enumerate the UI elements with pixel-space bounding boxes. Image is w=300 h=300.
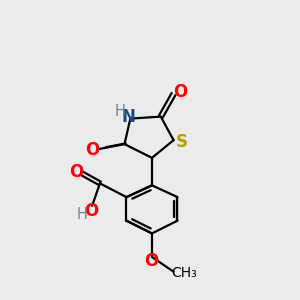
Text: O: O <box>84 202 98 220</box>
Text: H: H <box>114 103 125 118</box>
Text: O: O <box>144 252 158 270</box>
Text: N: N <box>122 108 136 126</box>
Text: O: O <box>173 83 187 101</box>
Text: CH₃: CH₃ <box>172 266 197 280</box>
Text: O: O <box>85 141 100 159</box>
Text: O: O <box>69 163 83 181</box>
Text: H: H <box>77 207 88 222</box>
Text: S: S <box>176 133 188 151</box>
